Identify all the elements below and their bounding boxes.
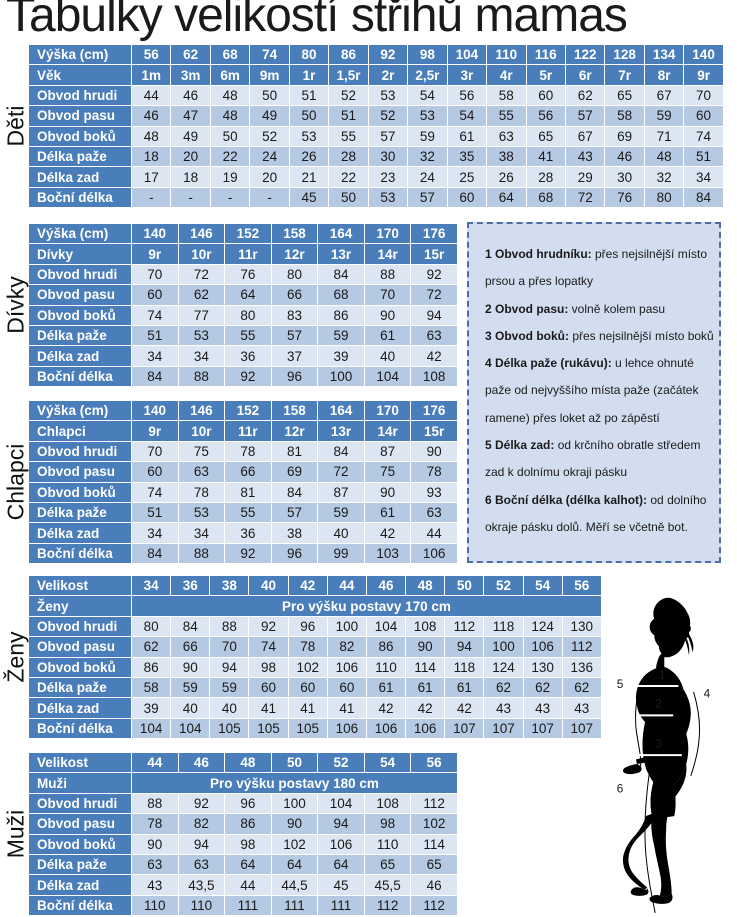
svg-text:1: 1 xyxy=(659,668,666,682)
svg-text:4: 4 xyxy=(704,687,711,701)
svg-text:5: 5 xyxy=(617,677,624,691)
svg-text:6: 6 xyxy=(617,782,624,796)
svg-text:3: 3 xyxy=(655,737,662,751)
svg-text:2: 2 xyxy=(655,697,662,711)
